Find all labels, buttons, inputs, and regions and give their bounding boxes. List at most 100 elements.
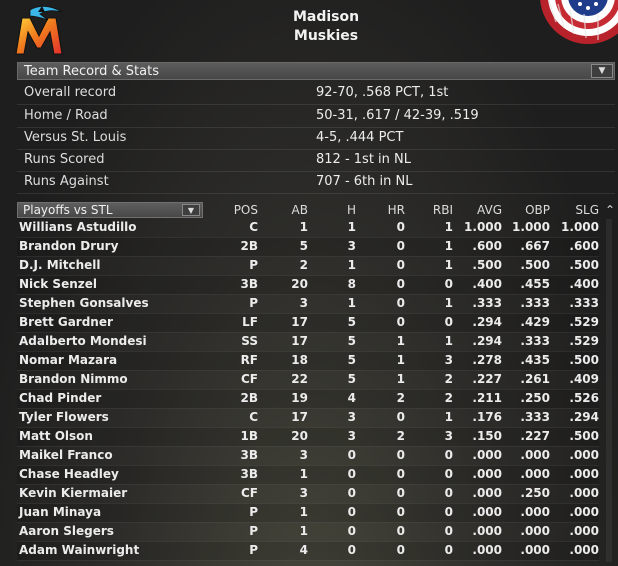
stat-rbi: 1: [444, 410, 453, 424]
stat-avg: .000: [472, 467, 502, 481]
stat-rbi: 1: [444, 239, 453, 253]
stat-hr: 0: [396, 258, 405, 272]
stat-ab: 17: [291, 410, 308, 424]
stat-avg: .000: [472, 448, 502, 462]
stat-pos: 3B: [240, 277, 259, 291]
stat-h: 1: [347, 296, 356, 310]
stat-slg: .333: [569, 296, 599, 310]
stat-avg: .176: [472, 410, 502, 424]
stat-ab: 1: [299, 467, 308, 481]
player-name[interactable]: Chad Pinder: [19, 391, 102, 405]
column-header-pos[interactable]: POS: [233, 203, 258, 217]
table-row[interactable]: Nomar Mazara RF 18 5 1 3 .278 .435 .500: [17, 351, 599, 371]
stat-h: 3: [347, 429, 356, 443]
stat-ab: 20: [291, 429, 308, 443]
stat-obp: .250: [520, 391, 550, 405]
stat-h: 0: [347, 524, 356, 538]
player-name[interactable]: Brandon Drury: [19, 239, 119, 253]
stat-rbi: 0: [444, 467, 453, 481]
stat-hr: 0: [396, 277, 405, 291]
player-name[interactable]: Matt Olson: [19, 429, 93, 443]
stat-slg: .400: [569, 277, 599, 291]
stat-slg: .526: [569, 391, 599, 405]
player-name[interactable]: Brandon Nimmo: [19, 372, 128, 386]
stat-rbi: 0: [444, 448, 453, 462]
table-row[interactable]: Juan Minaya P 1 0 0 0 .000 .000 .000: [17, 503, 599, 523]
chevron-down-icon: ▼: [598, 66, 606, 76]
stat-obp: .455: [520, 277, 550, 291]
stat-ab: 17: [291, 315, 308, 329]
player-name[interactable]: Willians Astudillo: [19, 220, 137, 234]
stat-ab: 5: [299, 239, 308, 253]
table-row[interactable]: Chad Pinder 2B 19 4 2 2 .211 .250 .526: [17, 389, 599, 409]
stat-slg: .294: [569, 410, 599, 424]
player-name[interactable]: Juan Minaya: [19, 505, 102, 519]
record-row-versus: Versus St. Louis 4-5, .444 PCT: [17, 127, 615, 150]
stat-pos: CF: [240, 372, 258, 386]
table-row[interactable]: Adalberto Mondesi SS 17 5 1 1 .294 .333 .529: [17, 332, 599, 352]
player-name[interactable]: Chase Headley: [19, 467, 119, 481]
table-row[interactable]: Brett Gardner LF 17 5 0 0 .294 .429 .529: [17, 313, 599, 333]
player-name[interactable]: Maikel Franco: [19, 448, 113, 462]
table-row[interactable]: Aaron Slegers P 1 0 0 0 .000 .000 .000: [17, 522, 599, 542]
stat-rbi: 1: [444, 334, 453, 348]
table-row[interactable]: Brandon Nimmo CF 22 5 1 2 .227 .261 .409: [17, 370, 599, 390]
column-header-rbi[interactable]: RBI: [432, 203, 453, 217]
stat-h: 5: [347, 315, 356, 329]
column-header-h[interactable]: H: [346, 203, 356, 217]
stat-ab: 1: [299, 220, 308, 234]
column-header-slg[interactable]: SLG: [575, 203, 599, 217]
stat-rbi: 0: [444, 486, 453, 500]
table-row[interactable]: D.J. Mitchell P 2 1 0 1 .500 .500 .500: [17, 256, 599, 276]
stat-pos: 3B: [240, 467, 259, 481]
stat-slg: .000: [569, 467, 599, 481]
split-select[interactable]: Playoffs vs STL ▼: [17, 202, 203, 218]
stat-pos: SS: [241, 334, 258, 348]
stat-hr: 0: [396, 486, 405, 500]
stat-h: 3: [347, 410, 356, 424]
player-name[interactable]: Kevin Kiermaier: [19, 486, 128, 500]
chevron-down-icon: ▼: [182, 204, 200, 216]
table-row[interactable]: Chase Headley 3B 1 0 0 0 .000 .000 .000: [17, 465, 599, 485]
table-row[interactable]: Stephen Gonsalves P 3 1 0 1 .333 .333 .333: [17, 294, 599, 314]
stat-pos: P: [249, 543, 258, 557]
player-name[interactable]: Tyler Flowers: [19, 410, 109, 424]
marlins-m-logo-icon: [15, 6, 63, 55]
table-row[interactable]: Maikel Franco 3B 3 0 0 0 .000 .000 .000: [17, 446, 599, 466]
player-name[interactable]: Nick Senzel: [19, 277, 97, 291]
player-name[interactable]: D.J. Mitchell: [19, 258, 101, 272]
table-row[interactable]: Nick Senzel 3B 20 8 0 0 .400 .455 .400: [17, 275, 599, 295]
player-name[interactable]: Brett Gardner: [19, 315, 113, 329]
team-record-dropdown-button[interactable]: ▼: [591, 64, 613, 78]
player-name[interactable]: Stephen Gonsalves: [19, 296, 149, 310]
player-name[interactable]: Adalberto Mondesi: [19, 334, 147, 348]
team-nickname: Muskies: [293, 28, 359, 44]
team-record-header: Team Record & Stats ▼: [17, 62, 615, 80]
stat-h: 8: [347, 277, 356, 291]
table-row[interactable]: Willians Astudillo C 1 1 0 1 1.000 1.000 1.000: [17, 218, 599, 238]
table-row[interactable]: Matt Olson 1B 20 3 2 3 .150 .227 .500: [17, 427, 599, 447]
stat-pos: C: [249, 220, 258, 234]
column-header-ab[interactable]: AB: [291, 203, 308, 217]
player-name[interactable]: Adam Wainwright: [19, 543, 140, 557]
stat-obp: .000: [520, 543, 550, 557]
table-row[interactable]: Adam Wainwright P 4 0 0 0 .000 .000 .000: [17, 541, 599, 561]
column-header-obp[interactable]: OBP: [525, 203, 550, 217]
column-header-avg[interactable]: AVG: [477, 203, 502, 217]
stat-avg: .294: [472, 315, 502, 329]
player-name[interactable]: Aaron Slegers: [19, 524, 114, 538]
column-header-hr[interactable]: HR: [387, 203, 405, 217]
stat-ab: 3: [299, 296, 308, 310]
scrollbar[interactable]: [606, 219, 612, 562]
stat-hr: 1: [396, 353, 405, 367]
scroll-up-arrow-icon[interactable]: ⌃: [604, 203, 616, 217]
stat-ab: 4: [299, 543, 308, 557]
table-row[interactable]: Brandon Drury 2B 5 3 0 1 .600 .667 .600: [17, 237, 599, 257]
record-value: 707 - 6th in NL: [316, 174, 413, 189]
stat-obp: .000: [520, 448, 550, 462]
table-row[interactable]: Kevin Kiermaier CF 3 0 0 0 .000 .250 .000: [17, 484, 599, 504]
player-name[interactable]: Nomar Mazara: [19, 353, 118, 367]
table-row[interactable]: Tyler Flowers C 17 3 0 1 .176 .333 .294: [17, 408, 599, 428]
record-value: 50-31, .617 / 42-39, .519: [316, 108, 479, 123]
record-row-runs-scored: Runs Scored 812 - 1st in NL: [17, 149, 615, 172]
